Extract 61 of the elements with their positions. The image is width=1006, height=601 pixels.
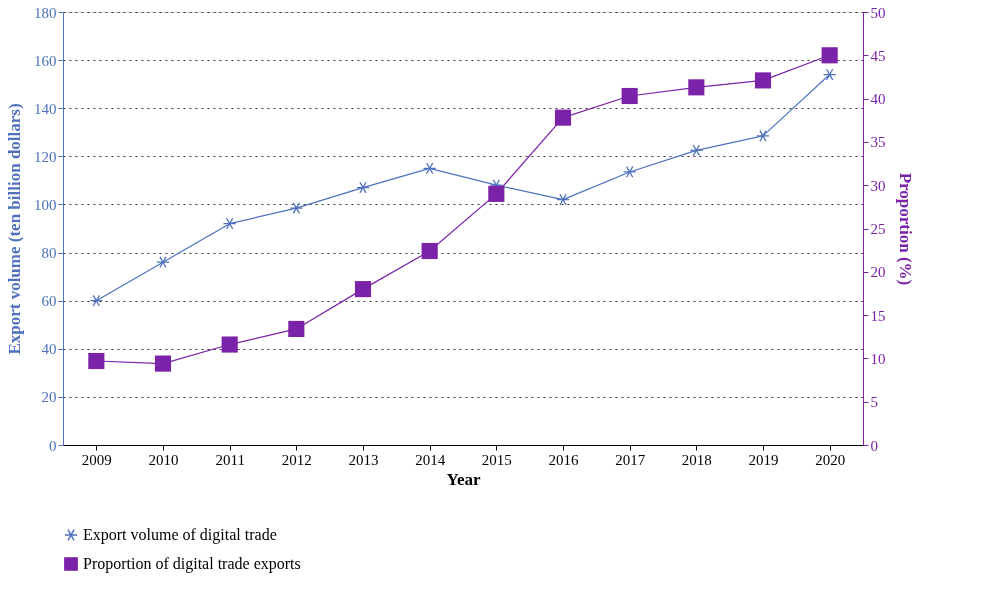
point	[88, 352, 105, 370]
point	[754, 72, 772, 89]
x-tick-label: 2020	[815, 451, 846, 468]
x-tick-label: 2010	[148, 451, 179, 468]
point	[621, 87, 638, 105]
point	[822, 68, 837, 81]
legend-label: Export volume of digital trade	[83, 526, 277, 544]
point	[289, 202, 304, 215]
y2-tick-label: 15	[870, 307, 886, 324]
y-tick-label: 20	[41, 389, 57, 406]
y-tick-label: 180	[34, 4, 57, 21]
x-tick-label: 2011	[215, 451, 245, 468]
point	[622, 165, 637, 178]
point	[356, 181, 370, 194]
y2-tick-label: 45	[870, 47, 886, 64]
y-axis-title: Export volume (ten billion dollars)	[5, 103, 24, 355]
y2-tick-label: 0	[870, 437, 878, 454]
point	[222, 217, 237, 230]
point	[221, 336, 238, 353]
y2-tick-label: 25	[870, 221, 886, 237]
x-tick-label: 2016	[548, 451, 579, 468]
y2-tick-label: 5	[870, 394, 878, 411]
legend-label: Proportion of digital trade exports	[83, 555, 301, 573]
point	[421, 242, 438, 260]
point	[154, 355, 172, 372]
point	[689, 144, 704, 157]
point	[554, 109, 572, 126]
x-tick-label: 2017	[615, 451, 646, 468]
y2-tick-label: 20	[870, 264, 886, 281]
point	[422, 162, 437, 175]
y-tick-label: 60	[41, 293, 57, 310]
point	[488, 185, 505, 202]
x-tick-label: 2015	[481, 451, 512, 468]
y-tick-label: 40	[41, 341, 57, 358]
x-tick-label: 2013	[348, 451, 379, 468]
point	[156, 256, 170, 269]
point	[756, 129, 770, 142]
point	[288, 320, 305, 338]
point	[354, 281, 372, 298]
x-tick-label: 2012	[281, 451, 312, 468]
y-tick-label: 140	[34, 100, 57, 117]
x-tick-label: 2018	[681, 451, 712, 468]
point	[89, 294, 104, 307]
y2-tick-label: 40	[870, 91, 886, 108]
point	[821, 47, 838, 64]
x-tick-label: 2014	[415, 451, 446, 468]
point	[688, 79, 705, 96]
x-tick-label: 2009	[81, 451, 112, 468]
x-tick-label: 2019	[748, 451, 779, 468]
y2-tick-label: 30	[870, 177, 886, 194]
x-axis-title: Year	[446, 469, 481, 489]
y-tick-label: 80	[41, 245, 57, 262]
y-tick-label: 160	[34, 52, 57, 69]
point	[556, 193, 570, 206]
y-tick-label: 100	[34, 196, 57, 213]
y2-axis-title: Proportion (%)	[895, 172, 915, 286]
y-tick-label: 0	[49, 437, 57, 454]
y2-tick-label: 35	[870, 134, 886, 151]
y2-tick-label: 50	[870, 4, 886, 21]
y2-tick-label: 10	[870, 350, 886, 367]
y-tick-label: 120	[34, 148, 57, 165]
